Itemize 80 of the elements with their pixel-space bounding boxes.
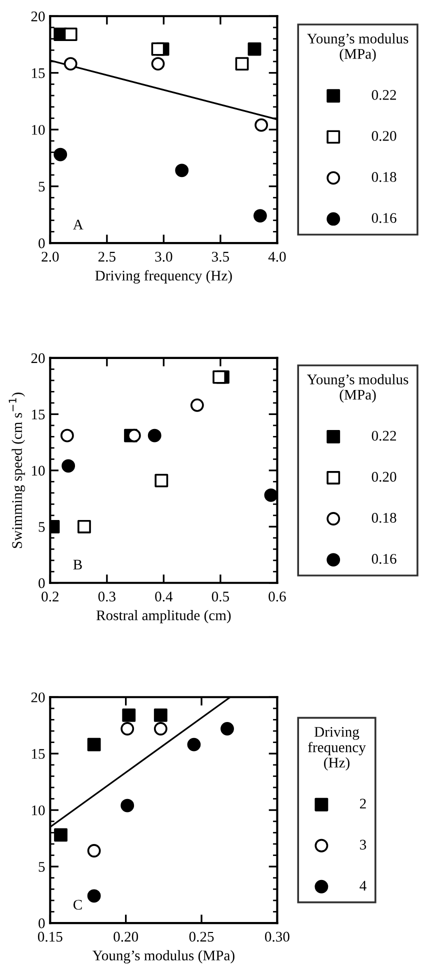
y-tick-label: 0 xyxy=(38,578,45,588)
point xyxy=(248,42,262,56)
legend-label: 0.20 xyxy=(372,131,396,141)
x-tick-label: 0.15 xyxy=(38,932,62,942)
x-tick-label: 0.3 xyxy=(98,592,116,602)
legend-title: Young’s modulus (MPa) xyxy=(307,33,408,62)
legend-label: 0.16 xyxy=(372,213,396,223)
y-tick-label: 15 xyxy=(32,749,45,759)
point xyxy=(148,428,162,442)
y-tick-label: 20 xyxy=(31,353,45,364)
x-tick-label: 2.5 xyxy=(98,252,116,262)
x-tick-label: 3.5 xyxy=(212,252,229,262)
x-tick-label: 0.25 xyxy=(189,932,214,942)
x-tick-label: 3.0 xyxy=(155,252,172,262)
point xyxy=(64,28,78,42)
y-tick-label: 10 xyxy=(32,805,45,816)
annotation: C xyxy=(73,900,82,910)
point xyxy=(151,42,165,56)
legend-label: 0.22 xyxy=(372,430,396,441)
point xyxy=(54,828,68,842)
point xyxy=(187,738,201,752)
point xyxy=(54,148,68,162)
x-tick-label: 0.5 xyxy=(212,592,229,602)
point xyxy=(264,488,278,502)
point xyxy=(253,209,267,223)
point xyxy=(78,520,91,534)
y-tick-label: 10 xyxy=(32,124,45,135)
y-tick-label: 20 xyxy=(31,12,45,22)
point xyxy=(154,722,168,736)
legend-label: 4 xyxy=(360,880,366,890)
point xyxy=(64,57,78,70)
y-tick-label: 5 xyxy=(38,522,45,532)
y-tick-label: 15 xyxy=(32,410,45,420)
point xyxy=(151,57,165,70)
y-tick-label: 5 xyxy=(38,182,45,192)
legend-title: Young’s modulus (MPa) xyxy=(307,374,408,403)
point xyxy=(122,708,136,722)
point xyxy=(127,428,141,442)
legend-label: 0.22 xyxy=(372,90,396,100)
point xyxy=(62,459,76,473)
point xyxy=(87,889,101,903)
point xyxy=(60,428,74,442)
legend-label: 0.16 xyxy=(372,554,396,564)
y-tick-label: 0 xyxy=(38,918,45,928)
point xyxy=(120,798,134,812)
legend-label: 0.20 xyxy=(372,472,396,482)
legend-label: 2 xyxy=(360,798,366,808)
y-tick-label: 5 xyxy=(38,862,45,872)
point xyxy=(212,370,226,384)
legend-label: 0.18 xyxy=(372,512,396,523)
annotation: B xyxy=(73,560,82,570)
x-axis-title: Driving frequency (Hz) xyxy=(95,270,232,284)
annotation: A xyxy=(73,220,84,230)
point xyxy=(190,398,204,412)
point xyxy=(120,722,134,736)
x-tick-label: 2.0 xyxy=(42,252,59,262)
x-tick-label: 0.4 xyxy=(155,592,173,602)
x-tick-label: 4.0 xyxy=(268,252,286,262)
x-tick-label: 0.2 xyxy=(42,592,58,602)
x-axis-title: Rostral amplitude (cm) xyxy=(96,610,231,624)
y-tick-label: 10 xyxy=(32,466,45,476)
point xyxy=(175,164,189,178)
x-tick-label: 0.20 xyxy=(114,932,138,942)
y-axis-title: Swimming speed (cm s$^{−1}$) xyxy=(8,392,25,548)
legend-title: Driving frequency (Hz) xyxy=(308,726,366,771)
point xyxy=(154,474,168,488)
point xyxy=(220,722,234,736)
point xyxy=(87,844,101,858)
point xyxy=(154,708,168,722)
point xyxy=(235,57,249,70)
legend-label: 0.18 xyxy=(372,172,396,182)
point xyxy=(87,738,101,752)
y-tick-label: 20 xyxy=(31,692,45,702)
y-tick-label: 0 xyxy=(38,238,45,248)
y-tick-label: 15 xyxy=(32,68,45,78)
x-tick-label: 0.6 xyxy=(268,592,286,602)
legend-label: 3 xyxy=(360,840,366,850)
x-axis-title: Young’s modulus (MPa) xyxy=(92,950,234,964)
point xyxy=(254,118,268,132)
x-tick-label: 0.30 xyxy=(264,932,290,942)
